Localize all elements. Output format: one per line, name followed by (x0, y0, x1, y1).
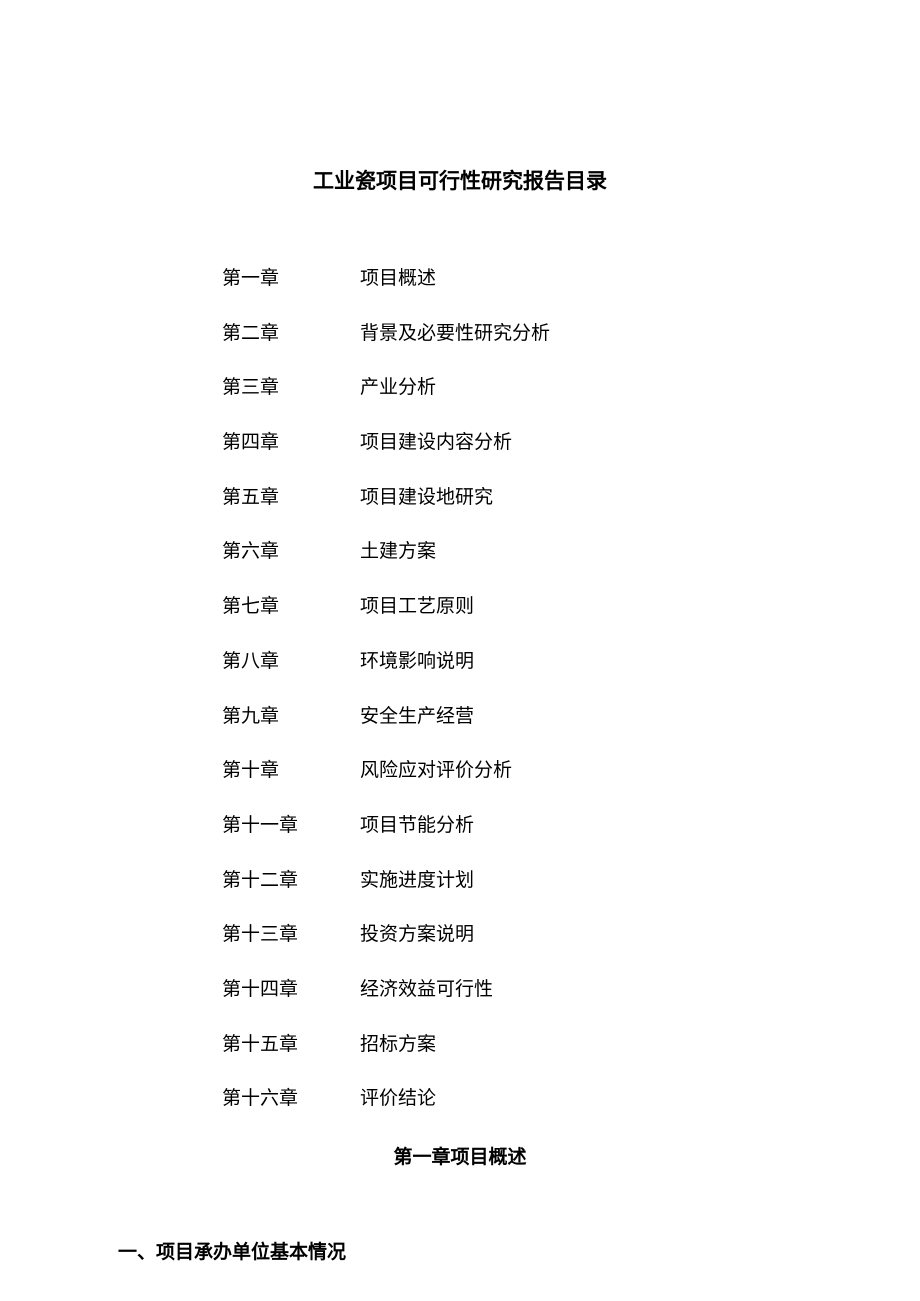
chapter-subtitle: 第一章项目概述 (0, 1142, 920, 1169)
toc-chapter-title: 经济效益可行性 (360, 978, 920, 1003)
toc-chapter-label: 第十六章 (222, 1087, 360, 1112)
toc-chapter-title: 环境影响说明 (360, 650, 920, 675)
table-of-contents: 第一章 项目概述 第二章 背景及必要性研究分析 第三章 产业分析 第四章 项目建… (222, 267, 920, 1112)
toc-row: 第七章 项目工艺原则 (222, 595, 920, 620)
toc-chapter-title: 安全生产经营 (360, 705, 920, 730)
toc-chapter-title: 项目建设内容分析 (360, 431, 920, 456)
toc-row: 第十章 风险应对评价分析 (222, 759, 920, 784)
toc-chapter-label: 第十四章 (222, 978, 360, 1003)
toc-chapter-label: 第十一章 (222, 814, 360, 839)
toc-chapter-label: 第五章 (222, 486, 360, 511)
toc-row: 第三章 产业分析 (222, 376, 920, 401)
toc-row: 第六章 土建方案 (222, 540, 920, 565)
toc-row: 第四章 项目建设内容分析 (222, 431, 920, 456)
toc-chapter-label: 第十二章 (222, 869, 360, 894)
toc-chapter-title: 产业分析 (360, 376, 920, 401)
toc-chapter-title: 项目建设地研究 (360, 486, 920, 511)
toc-chapter-title: 项目概述 (360, 267, 920, 292)
toc-chapter-label: 第九章 (222, 705, 360, 730)
toc-chapter-title: 风险应对评价分析 (360, 759, 920, 784)
toc-chapter-title: 项目节能分析 (360, 814, 920, 839)
toc-row: 第九章 安全生产经营 (222, 705, 920, 730)
toc-chapter-label: 第一章 (222, 267, 360, 292)
toc-row: 第五章 项目建设地研究 (222, 486, 920, 511)
toc-row: 第二章 背景及必要性研究分析 (222, 322, 920, 347)
toc-chapter-title: 实施进度计划 (360, 869, 920, 894)
toc-row: 第十四章 经济效益可行性 (222, 978, 920, 1003)
toc-chapter-label: 第十五章 (222, 1033, 360, 1058)
toc-chapter-label: 第四章 (222, 431, 360, 456)
toc-chapter-label: 第十章 (222, 759, 360, 784)
toc-chapter-label: 第十三章 (222, 923, 360, 948)
section-heading: 一、项目承办单位基本情况 (118, 1237, 920, 1264)
toc-row: 第八章 环境影响说明 (222, 650, 920, 675)
toc-row: 第十五章 招标方案 (222, 1033, 920, 1058)
toc-row: 第十三章 投资方案说明 (222, 923, 920, 948)
toc-chapter-label: 第二章 (222, 322, 360, 347)
toc-chapter-label: 第六章 (222, 540, 360, 565)
toc-row: 第十六章 评价结论 (222, 1087, 920, 1112)
toc-chapter-title: 评价结论 (360, 1087, 920, 1112)
toc-chapter-title: 背景及必要性研究分析 (360, 322, 920, 347)
toc-chapter-label: 第八章 (222, 650, 360, 675)
toc-chapter-label: 第七章 (222, 595, 360, 620)
toc-chapter-title: 土建方案 (360, 540, 920, 565)
toc-row: 第十一章 项目节能分析 (222, 814, 920, 839)
toc-row: 第一章 项目概述 (222, 267, 920, 292)
toc-chapter-title: 项目工艺原则 (360, 595, 920, 620)
toc-row: 第十二章 实施进度计划 (222, 869, 920, 894)
toc-chapter-title: 投资方案说明 (360, 923, 920, 948)
toc-chapter-title: 招标方案 (360, 1033, 920, 1058)
toc-chapter-label: 第三章 (222, 376, 360, 401)
document-title: 工业瓷项目可行性研究报告目录 (0, 165, 920, 195)
